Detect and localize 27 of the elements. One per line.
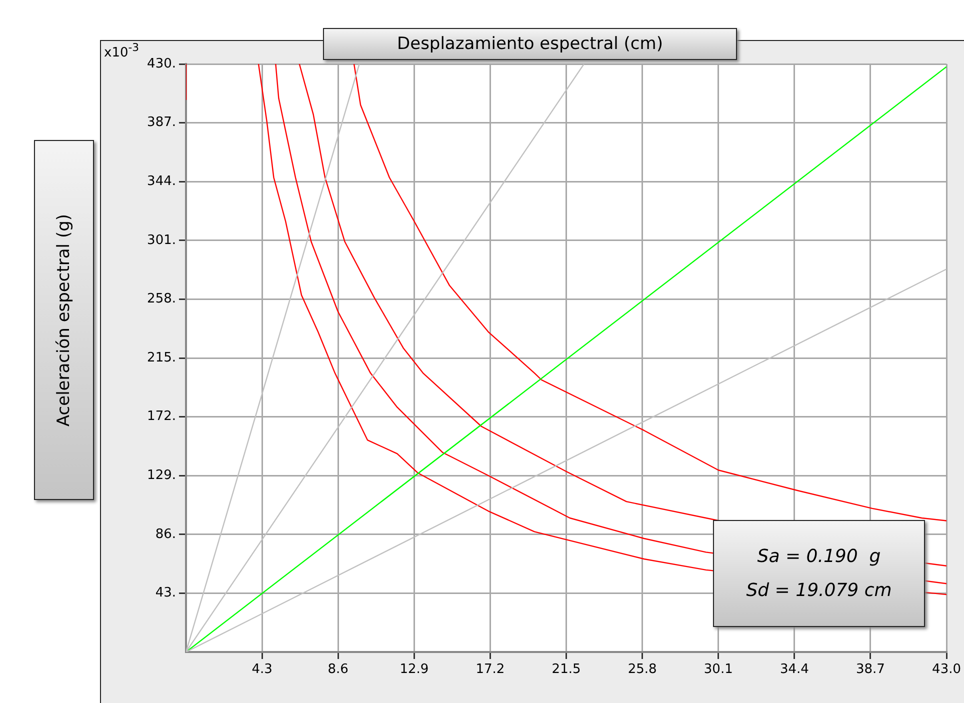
y-tick-label: 258. xyxy=(147,292,176,307)
y-tick-label: 430. xyxy=(147,56,176,72)
x-tick-label: 25.8 xyxy=(628,662,657,678)
x-tick-label: 4.3 xyxy=(252,662,272,678)
x-tick-label: 30.1 xyxy=(704,662,733,678)
x-tick-label: 21.5 xyxy=(552,662,581,678)
y-axis-title: Aceleración espectral (g) xyxy=(54,214,74,426)
y-tick-label: 129. xyxy=(147,468,176,483)
label-panel: Desplazamiento espectral (cm) xyxy=(323,28,737,60)
y-tick-label: 86. xyxy=(155,526,176,542)
y-tick-label: 344. xyxy=(147,174,176,189)
x-tick-label: 34.4 xyxy=(780,662,809,678)
annotation: Sd = 19.079 cm xyxy=(746,578,892,602)
y-tick-label: 387. xyxy=(147,115,176,130)
y-tick-label: 43. xyxy=(155,586,176,601)
x-tick-label: 12.9 xyxy=(400,662,429,678)
label-panel: Aceleración espectral (g) xyxy=(34,140,94,500)
text: x10$^{-3}$ xyxy=(104,41,140,60)
y-tick-label: 301. xyxy=(147,232,176,248)
x-tick-label: 8.6 xyxy=(328,662,348,678)
x-tick-label: 38.7 xyxy=(856,662,885,678)
y-tick-label: 172. xyxy=(147,409,176,424)
x-tick-label: 17.2 xyxy=(476,662,505,678)
y-tick-label: 215. xyxy=(147,350,176,366)
label-panel: Sa = 0.190 g Sd = 19.079 cm xyxy=(713,520,925,627)
annotation: Sa = 0.190 g xyxy=(757,544,881,568)
x-tick-label: 43.0 xyxy=(932,662,962,678)
